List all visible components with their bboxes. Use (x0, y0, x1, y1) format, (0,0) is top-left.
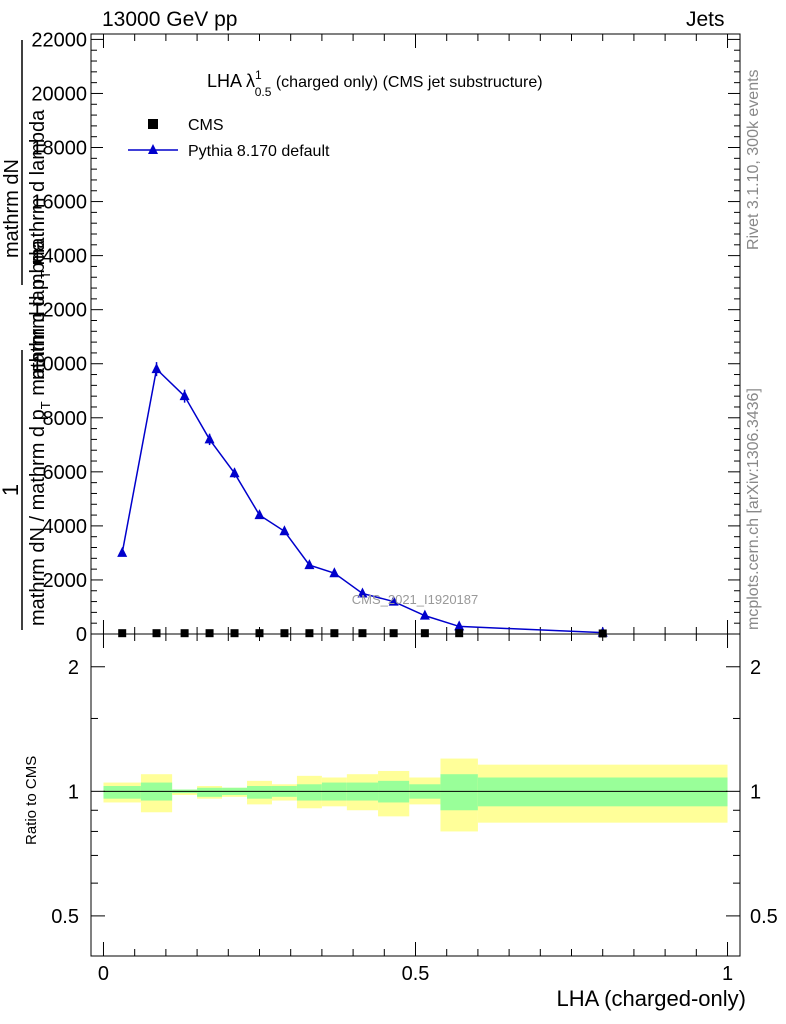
legend-cms-marker (148, 119, 158, 129)
pythia-point (329, 567, 340, 578)
cms-data-point (280, 629, 289, 638)
pythia-series-line (121, 367, 603, 634)
cms-data-point (358, 629, 367, 638)
cms-data-point (389, 629, 398, 638)
ratio-x-tick-label: 0.5 (402, 963, 430, 985)
y-label-denominator: mathrm dN / mathrm d pT mathrm d lambda (27, 239, 53, 626)
cms-data-point (152, 629, 161, 638)
legend-cms-label: CMS (188, 117, 224, 134)
main-y-tick-label: 20000 (31, 83, 87, 105)
ratio-x-tick-label: 1 (722, 963, 733, 985)
analysis-category-label: Jets (686, 8, 725, 31)
pythia-point (388, 595, 399, 606)
pythia-point (357, 587, 368, 598)
main-y-tick-label: 2000 (43, 570, 88, 592)
y-label-middle: mathrm d pT mathrm d lambda (27, 109, 53, 380)
cms-data-point (180, 629, 189, 638)
cms-data-point (118, 629, 127, 638)
cms-data-point (305, 629, 314, 638)
ratio-stat-band-3 (197, 787, 223, 797)
main-y-tick-label: 22000 (31, 29, 87, 51)
pythia-point (117, 546, 128, 557)
cms-data-point (420, 629, 429, 638)
process-label: 13000 GeV pp (102, 8, 238, 31)
pythia-point (179, 390, 190, 401)
pythia-point (279, 525, 290, 536)
main-y-tick-label: 6000 (43, 462, 88, 484)
cms-data-point (330, 629, 339, 638)
main-y-tick-label: 0 (76, 624, 87, 646)
pythia-point (151, 363, 162, 374)
cms-data-point (205, 629, 214, 638)
main-y-tick-label: 4000 (43, 516, 88, 538)
ratio-stat-band-7 (296, 784, 322, 801)
y-label-numerator: 1 (0, 484, 23, 496)
pythia-point (454, 620, 465, 631)
ratio-y-tick-label: 0.5 (51, 906, 79, 928)
ratio-stat-band-12 (440, 774, 478, 811)
legend-pythia-marker (148, 144, 158, 154)
pythia-point (204, 433, 215, 444)
ratio-y-axis-label: Ratio to CMS (23, 756, 40, 845)
main-y-axis-label: 1 mathrm dN / mathrm d pT mathrm d lambda… (0, 40, 53, 630)
pythia-point (304, 559, 315, 570)
main-y-tick-label: 10000 (31, 354, 87, 376)
pythia-point (254, 509, 265, 520)
cms-data-point (598, 629, 607, 638)
main-y-tick-label: 18000 (31, 138, 87, 160)
cms-data-point (455, 629, 464, 638)
legend-pythia-label: Pythia 8.170 default (188, 143, 330, 160)
ratio-y-tick-label: 2 (68, 657, 79, 679)
ratio-y-tick-label-right: 1 (750, 781, 761, 803)
ratio-stat-band-0 (103, 786, 141, 799)
ratio-stat-band-5 (247, 786, 272, 799)
ratio-y-tick-label: 1 (68, 781, 79, 803)
cms-data-point (255, 629, 264, 638)
pythia-point (229, 467, 240, 478)
main-y-tick-label: 8000 (43, 408, 88, 430)
main-y-tick-label: 16000 (31, 192, 87, 214)
ratio-y-tick-label-right: 2 (750, 657, 761, 679)
main-y-tick-label: 14000 (31, 246, 87, 268)
ratio-x-tick-label: 0 (98, 963, 109, 985)
pythia-point (419, 609, 430, 620)
y-label-top: mathrm dN (1, 159, 23, 258)
ratio-stat-band-13 (477, 777, 728, 807)
cms-data-point (230, 629, 239, 638)
analysis-watermark: CMS_2021_I1920187 (352, 592, 479, 607)
plot-title: LHA λ1 0.5 (charged only) (CMS jet substr… (207, 68, 543, 99)
x-axis-label: LHA (charged-only) (556, 986, 746, 1011)
ratio-y-tick-label-right: 0.5 (750, 906, 778, 928)
main-y-tick-label: 12000 (31, 300, 87, 322)
